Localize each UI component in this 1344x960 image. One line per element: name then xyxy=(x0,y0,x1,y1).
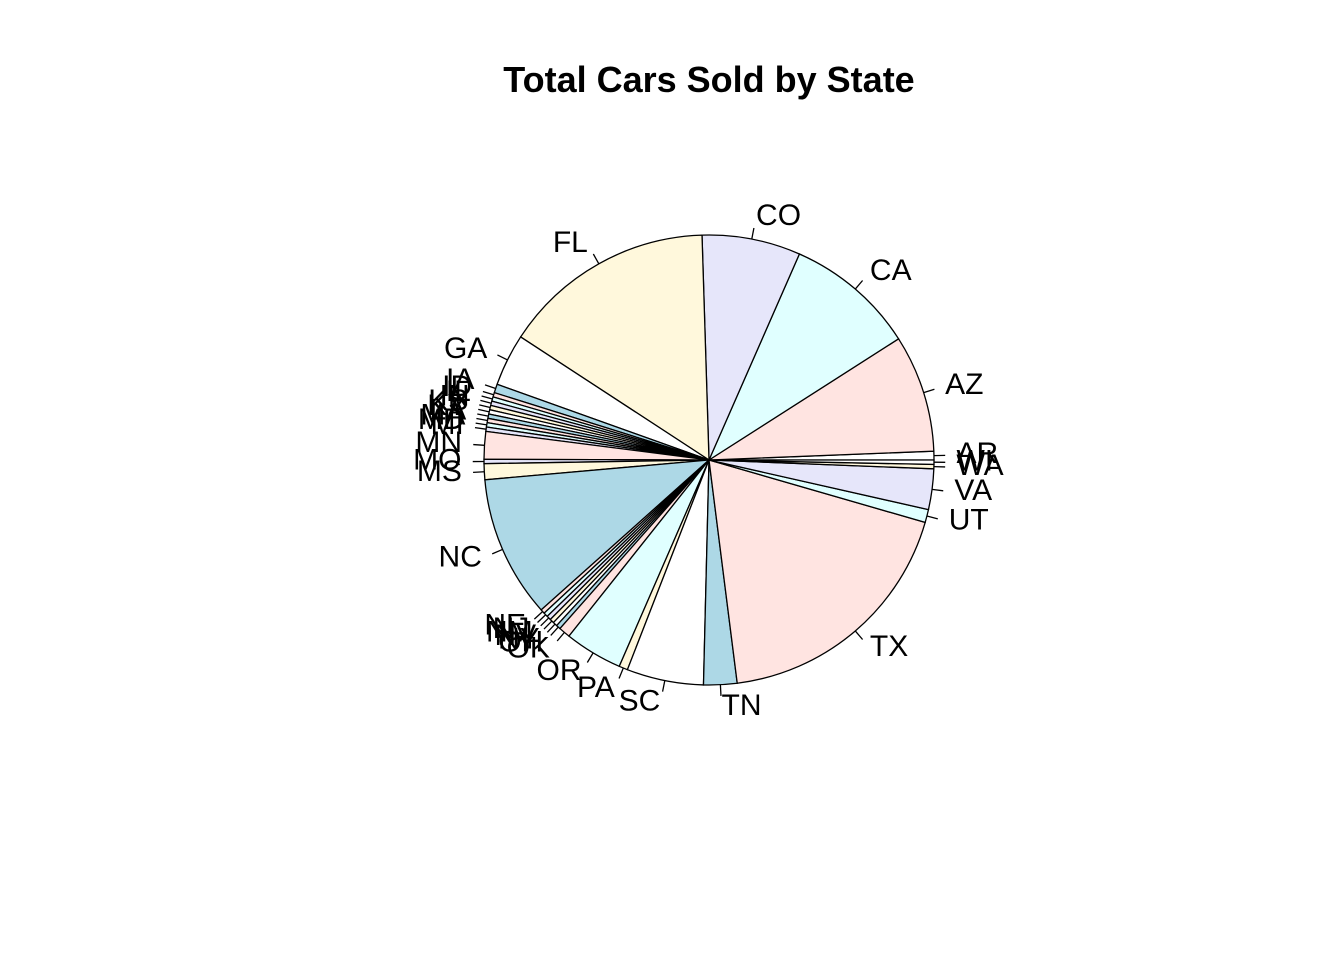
label-tick-ut xyxy=(926,515,938,520)
slice-label-tn: TN xyxy=(722,689,762,722)
label-tick-ma xyxy=(476,417,488,422)
slice-label-ma: MA xyxy=(420,398,465,431)
slice-label-la: LA xyxy=(430,394,467,427)
slice-label-nm: NM xyxy=(486,616,533,649)
slice-label-nv: NV xyxy=(494,619,536,652)
label-tick-fl xyxy=(592,253,600,265)
slice-label-ia: IA xyxy=(446,363,474,396)
label-tick-tn xyxy=(719,684,722,696)
label-tick-ca xyxy=(854,280,864,290)
label-tick-id xyxy=(482,390,494,396)
label-tick-il xyxy=(481,395,493,400)
slice-label-wi: WI xyxy=(956,444,993,477)
slice-label-mo: MO xyxy=(413,444,461,477)
pie-slice-nc xyxy=(484,459,711,611)
slice-label-nc: NC xyxy=(439,540,482,573)
label-tick-az xyxy=(923,388,935,394)
chart-title: Total Cars Sold by State xyxy=(503,59,914,100)
slice-label-wa: WA xyxy=(956,449,1003,482)
label-tick-ok xyxy=(556,631,565,642)
slice-label-ar: AR xyxy=(956,437,998,470)
slice-label-il: IL xyxy=(446,375,471,408)
slice-label-mi: MI xyxy=(431,408,464,441)
slice-label-ky: KY xyxy=(427,389,467,422)
slice-label-md: MD xyxy=(418,403,465,436)
label-tick-ne xyxy=(533,611,544,620)
label-tick-mn xyxy=(473,443,485,446)
slice-label-az: AZ xyxy=(945,368,983,401)
slice-label-ne: NE xyxy=(484,609,526,642)
slice-label-pa: PA xyxy=(577,671,615,704)
slice-label-ok: OK xyxy=(507,632,550,665)
label-tick-in xyxy=(480,399,492,404)
slice-label-ga: GA xyxy=(444,332,487,365)
label-tick-oh xyxy=(550,626,559,636)
label-tick-sc xyxy=(661,680,666,692)
slice-label-ut: UT xyxy=(949,504,989,537)
label-tick-tx xyxy=(854,630,864,640)
label-tick-mi xyxy=(474,427,487,430)
slice-label-or: OR xyxy=(537,654,582,687)
label-tick-nv xyxy=(543,620,553,630)
slice-label-ks: KS xyxy=(428,384,468,417)
label-tick-ky xyxy=(478,408,490,413)
slice-label-nj: NJ xyxy=(493,612,530,645)
slice-label-va: VA xyxy=(954,474,992,507)
label-tick-or xyxy=(586,652,594,663)
slice-label-id: ID xyxy=(442,370,472,403)
label-tick-pa xyxy=(618,667,624,679)
label-tick-ga xyxy=(497,354,508,361)
label-tick-la xyxy=(477,413,489,417)
label-ticks xyxy=(472,227,946,696)
label-tick-ny xyxy=(546,623,556,633)
pie-slice-ca xyxy=(707,253,900,462)
slice-label-ny: NY xyxy=(498,622,540,655)
pie-slice-co xyxy=(701,234,801,461)
label-tick-md xyxy=(475,422,487,426)
slice-label-co: CO xyxy=(756,199,801,232)
slice-label-ca: CA xyxy=(870,254,912,287)
slice-label-sc: SC xyxy=(619,685,661,718)
label-tick-va xyxy=(931,488,944,492)
slice-label-ms: MS xyxy=(417,455,462,488)
label-tick-co xyxy=(751,227,755,240)
slice-label-oh: OH xyxy=(498,626,543,659)
slice-label-mn: MN xyxy=(415,426,462,459)
label-tick-nj xyxy=(537,614,547,623)
label-tick-ks xyxy=(479,404,491,409)
label-tick-ia xyxy=(484,384,496,390)
pie-slice-fl xyxy=(519,234,710,462)
label-tick-ms xyxy=(473,471,485,473)
slice-label-in: IN xyxy=(440,379,470,412)
label-tick-nm xyxy=(540,617,550,627)
slice-label-fl: FL xyxy=(553,226,588,259)
slice-label-tx: TX xyxy=(870,630,908,663)
pie-slice-tx xyxy=(708,459,926,684)
label-tick-nc xyxy=(491,548,503,555)
pie-slices xyxy=(483,234,935,686)
